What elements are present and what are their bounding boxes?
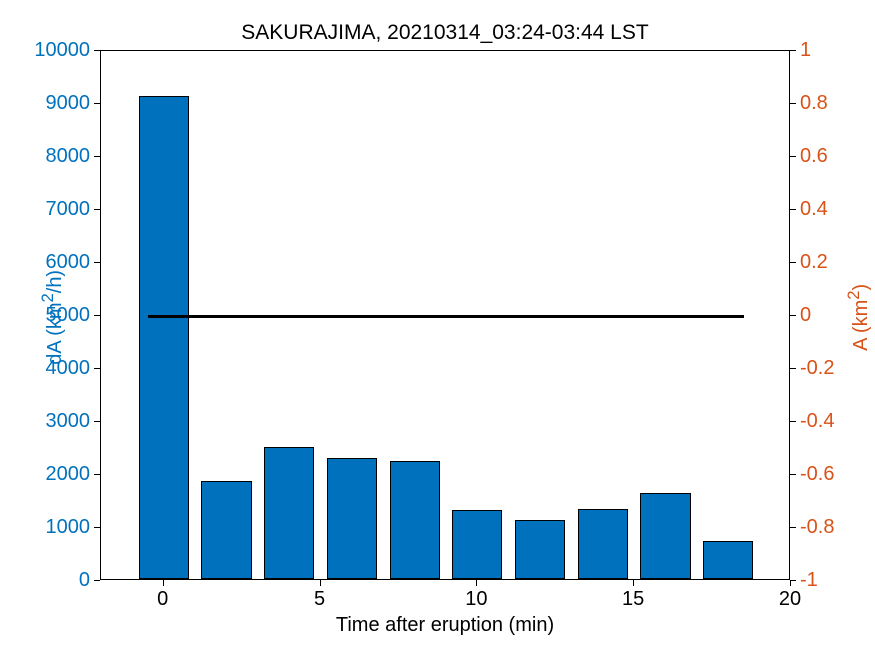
tick-mark (94, 209, 100, 210)
tick-mark (476, 580, 477, 586)
tick-mark (790, 209, 796, 210)
tick-mark (790, 262, 796, 263)
tick-mark (790, 580, 796, 581)
bar (452, 510, 502, 579)
tick-label: -0.4 (800, 410, 834, 433)
tick-mark (320, 580, 321, 586)
chart-title: SAKURAJIMA, 20210314_03:24-03:44 LST (100, 21, 790, 45)
plot-area (100, 50, 790, 580)
tick-label: 0.4 (800, 198, 828, 221)
tick-label: 10 (436, 588, 516, 611)
tick-label: 0.6 (800, 145, 828, 168)
tick-label: 1000 (10, 516, 90, 539)
tick-label: 10000 (10, 39, 90, 62)
bar (139, 96, 189, 579)
tick-mark (94, 315, 100, 316)
tick-label: 2000 (10, 463, 90, 486)
tick-label: 1 (800, 39, 811, 62)
tick-mark (790, 50, 796, 51)
x-axis-label: Time after eruption (min) (100, 614, 790, 637)
tick-mark (790, 315, 796, 316)
tick-label: 0 (10, 569, 90, 592)
tick-mark (94, 156, 100, 157)
tick-mark (94, 50, 100, 51)
right-axis-zero-line (148, 315, 744, 318)
tick-mark (94, 527, 100, 528)
tick-mark (163, 580, 164, 586)
tick-mark (790, 156, 796, 157)
tick-label: 8000 (10, 145, 90, 168)
y-axis-right-label: A (km2) (844, 284, 873, 351)
tick-label: 20 (750, 588, 830, 611)
tick-label: -0.8 (800, 516, 834, 539)
tick-mark (790, 527, 796, 528)
bar (578, 509, 628, 579)
bar (390, 461, 440, 579)
tick-mark (790, 103, 796, 104)
bar (640, 493, 690, 579)
tick-mark (633, 580, 634, 586)
bar (703, 541, 753, 579)
bar (327, 458, 377, 579)
tick-mark (94, 262, 100, 263)
y-axis-left-label: dA (km2/h) (38, 270, 67, 365)
tick-mark (94, 580, 100, 581)
tick-mark (94, 474, 100, 475)
tick-label: 7000 (10, 198, 90, 221)
tick-label: 9000 (10, 92, 90, 115)
tick-label: 0.2 (800, 251, 828, 274)
bar (515, 520, 565, 579)
tick-label: -1 (800, 569, 818, 592)
tick-mark (94, 368, 100, 369)
tick-label: -0.2 (800, 357, 834, 380)
tick-label: 0.8 (800, 92, 828, 115)
tick-mark (94, 103, 100, 104)
tick-mark (790, 421, 796, 422)
tick-mark (790, 368, 796, 369)
chart-container: SAKURAJIMA, 20210314_03:24-03:44 LST 0 5 1… (0, 0, 875, 656)
tick-label: 15 (593, 588, 673, 611)
tick-label: 3000 (10, 410, 90, 433)
bar (201, 481, 251, 579)
tick-label: 0 (123, 588, 203, 611)
tick-label: 5 (280, 588, 360, 611)
bar (264, 447, 314, 579)
tick-label: 0 (800, 304, 811, 327)
tick-mark (790, 474, 796, 475)
tick-mark (94, 421, 100, 422)
tick-label: -0.6 (800, 463, 834, 486)
